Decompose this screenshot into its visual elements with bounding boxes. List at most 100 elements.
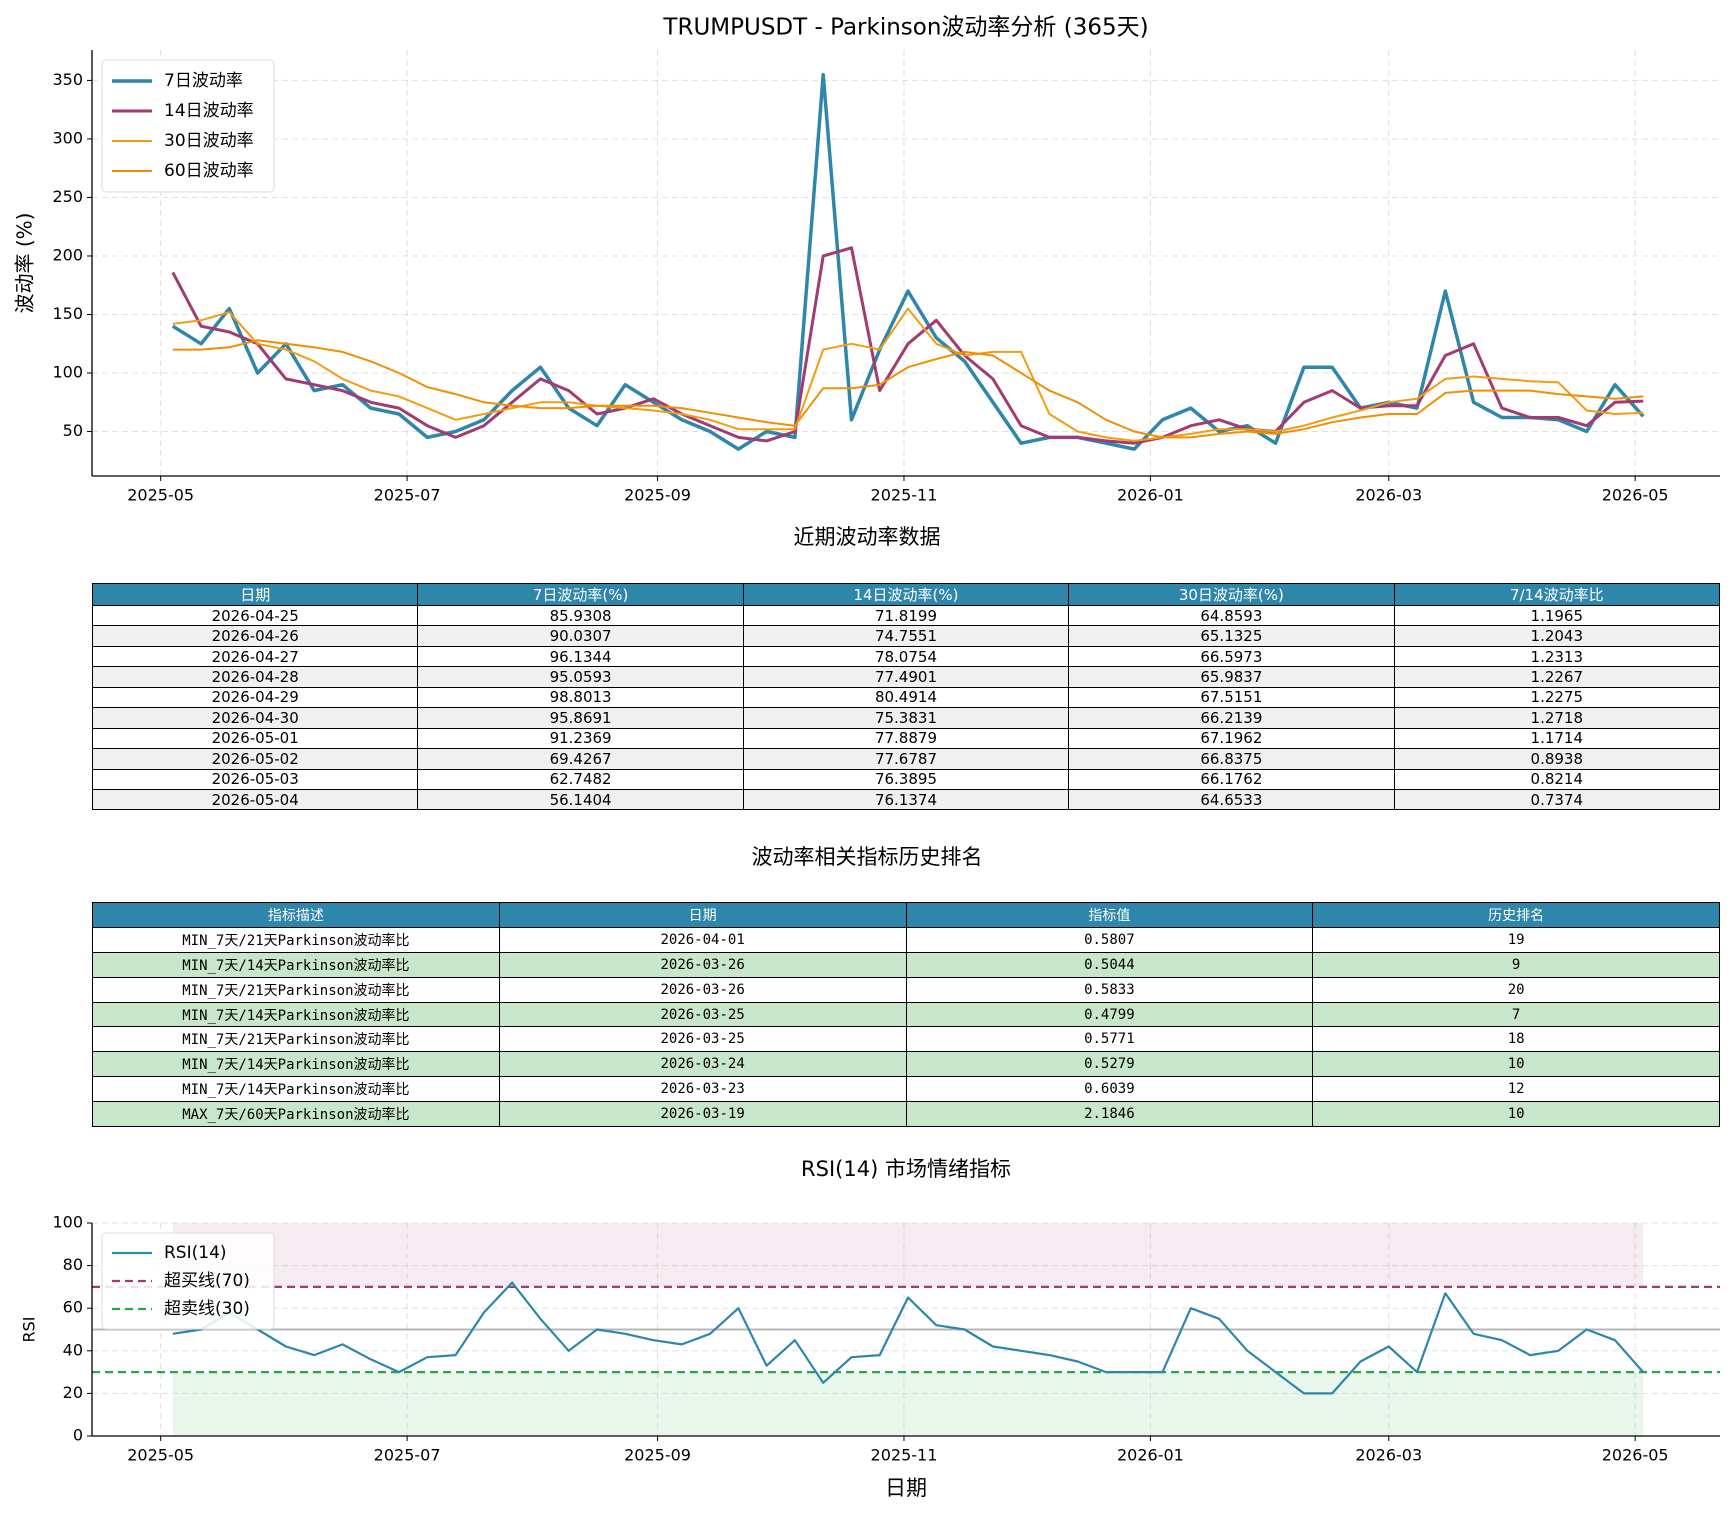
table-cell: 2026-04-25 (91, 604, 419, 627)
table-row: MAX_7天/60天Parkinson波动率比 2026-03-19 2.1846 1… (92, 1101, 1720, 1128)
y-tick-label: 250 (52, 187, 83, 206)
table-row: 2026-04-28 95.0593 77.4901 65.9837 1.2267 (91, 666, 1721, 688)
x-tick-label: 2026-05 (1602, 1446, 1669, 1465)
x-axis-label: 日期 (885, 1476, 927, 1500)
table-cell: 98.8013 (417, 686, 744, 709)
table-cell: 64.6533 (1068, 788, 1395, 811)
x-tick-label: 2025-07 (374, 1446, 441, 1465)
x-tick-label: 2025-07 (374, 486, 441, 505)
y-axis-label: RSI (20, 1317, 39, 1343)
table-cell: MAX_7天/60天Parkinson波动率比 (92, 1101, 500, 1128)
table-cell: 2026-03-26 (498, 976, 907, 1003)
legend: RSI(14) 超买线(70) 超卖线(30) (101, 1232, 275, 1330)
table-cell: 2026-03-25 (498, 1001, 907, 1028)
header-row: 日期 7日波动率(%) 14日波动率(%) 30日波动率(%) 7/14波动率比 (91, 583, 1721, 606)
table-cell: 77.6787 (742, 748, 1070, 770)
column-header: 历史排名 (1312, 902, 1720, 928)
table-cell: 20 (1312, 976, 1720, 1003)
table-cell: 67.1962 (1068, 727, 1395, 750)
table-row: 2026-05-03 62.7482 76.3895 66.1762 0.8214 (91, 768, 1721, 790)
table-row: MIN_7天/21天Parkinson波动率比 2026-03-25 0.5771 1… (92, 1026, 1720, 1053)
series-line (172, 307, 1644, 442)
table-cell: 74.7551 (742, 625, 1070, 647)
x-tick-label: 2025-11 (871, 486, 938, 505)
y-tick-label: 80 (63, 1255, 83, 1274)
column-header: 14日波动率(%) (742, 583, 1070, 606)
table-cell: 1.1965 (1393, 604, 1721, 627)
table-cell: MIN_7天/21天Parkinson波动率比 (92, 1026, 500, 1053)
table-cell: 66.1762 (1068, 768, 1395, 790)
table-cell: 2026-03-24 (498, 1051, 907, 1078)
table-cell: 2026-03-25 (498, 1026, 907, 1053)
table-cell: 65.1325 (1068, 625, 1395, 647)
legend-label: 14日波动率 (164, 101, 254, 121)
legend-label: 30日波动率 (164, 131, 254, 151)
table-cell: 2026-04-28 (91, 666, 419, 688)
table-cell: 2026-04-01 (498, 926, 907, 953)
table-cell: 2026-03-26 (498, 951, 907, 978)
table-cell: 2026-04-29 (91, 686, 419, 709)
x-tick-label: 2026-05 (1602, 486, 1669, 505)
series-line (172, 339, 1644, 439)
legend-label: 超卖线(30) (164, 1299, 250, 1319)
table-title: 波动率相关指标历史排名 (751, 845, 983, 869)
legend-label: 60日波动率 (164, 161, 254, 181)
table-cell: 12 (1312, 1076, 1720, 1103)
table-cell: 18 (1312, 1026, 1720, 1053)
chart-title: TRUMPUSDT - Parkinson波动率分析 (365天) (662, 15, 1148, 41)
header-row: 指标描述 日期 指标值 历史排名 (92, 902, 1720, 928)
y-tick-label: 20 (63, 1383, 83, 1402)
zone (172, 1223, 1644, 1287)
column-header: 指标值 (905, 902, 1314, 928)
table-row: 2026-05-01 91.2369 77.8879 67.1962 1.1714 (91, 727, 1721, 750)
x-tick-label: 2026-03 (1355, 486, 1422, 505)
legend-label: RSI(14) (164, 1243, 227, 1263)
table-row: 2026-04-30 95.8691 75.3831 66.2139 1.2718 (91, 707, 1721, 729)
table-cell: 2026-05-03 (91, 768, 419, 790)
table-cell: 66.2139 (1068, 707, 1395, 729)
y-tick-label: 60 (63, 1298, 83, 1317)
y-tick-label: 300 (52, 128, 83, 147)
y-tick-label: 200 (52, 245, 83, 264)
series-line (171, 72, 1645, 451)
table-cell: 2026-04-27 (91, 645, 419, 668)
table-cell: MIN_7天/14天Parkinson波动率比 (92, 1076, 500, 1103)
table-cell: 77.8879 (742, 727, 1070, 750)
table-cell: MIN_7天/21天Parkinson波动率比 (92, 926, 500, 953)
table-cell: 65.9837 (1068, 666, 1395, 688)
table-cell: 0.7374 (1393, 788, 1721, 811)
column-header: 日期 (91, 583, 419, 606)
legend-label: 超买线(70) (164, 1271, 250, 1291)
table-cell: 85.9308 (417, 604, 744, 627)
legend-box (101, 1232, 275, 1330)
table-cell: 69.4267 (417, 748, 744, 770)
zone (172, 1372, 1644, 1436)
table-cell: 76.1374 (742, 788, 1070, 811)
x-tick-label: 2026-03 (1355, 1446, 1422, 1465)
table-cell: MIN_7天/14天Parkinson波动率比 (92, 951, 500, 978)
x-tick-label: 2025-05 (127, 486, 194, 505)
column-header: 30日波动率(%) (1068, 583, 1395, 606)
table-cell: 1.2718 (1393, 707, 1721, 729)
table-cell: 71.8199 (742, 604, 1070, 627)
table-cell: 0.5807 (905, 926, 1314, 953)
table-cell: MIN_7天/21天Parkinson波动率比 (92, 976, 500, 1003)
table-cell: 67.5151 (1068, 686, 1395, 709)
table-cell: 78.0754 (742, 645, 1070, 668)
table-cell: 66.5973 (1068, 645, 1395, 668)
table-cell: 2026-05-02 (91, 748, 419, 770)
column-header: 日期 (498, 902, 907, 928)
table-cell: 95.8691 (417, 707, 744, 729)
table-cell: 96.1344 (417, 645, 744, 668)
table-cell: MIN_7天/14天Parkinson波动率比 (92, 1001, 500, 1028)
table-row: MIN_7天/21天Parkinson波动率比 2026-03-26 0.5833 2… (92, 976, 1720, 1003)
table-cell: 2.1846 (905, 1101, 1314, 1128)
legend-label: 7日波动率 (164, 71, 243, 91)
table-cell: 62.7482 (417, 768, 744, 790)
table-cell: 80.4914 (742, 686, 1070, 709)
table-cell: 1.2275 (1393, 686, 1721, 709)
data-table: 日期 7日波动率(%) 14日波动率(%) 30日波动率(%) 7/14波动率比 2026… (91, 583, 1721, 811)
table-row: MIN_7天/14天Parkinson波动率比 2026-03-23 0.6039 1… (92, 1076, 1720, 1103)
